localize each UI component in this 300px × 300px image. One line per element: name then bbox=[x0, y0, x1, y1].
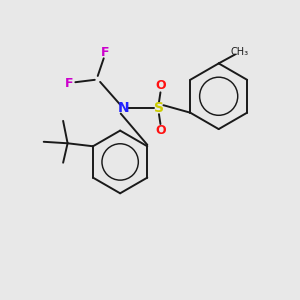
Text: S: S bbox=[154, 101, 164, 115]
Text: O: O bbox=[155, 124, 166, 137]
Text: O: O bbox=[155, 79, 166, 92]
Text: CH₃: CH₃ bbox=[230, 47, 249, 57]
Text: F: F bbox=[101, 46, 110, 59]
Text: F: F bbox=[65, 77, 74, 90]
Text: N: N bbox=[117, 101, 129, 115]
